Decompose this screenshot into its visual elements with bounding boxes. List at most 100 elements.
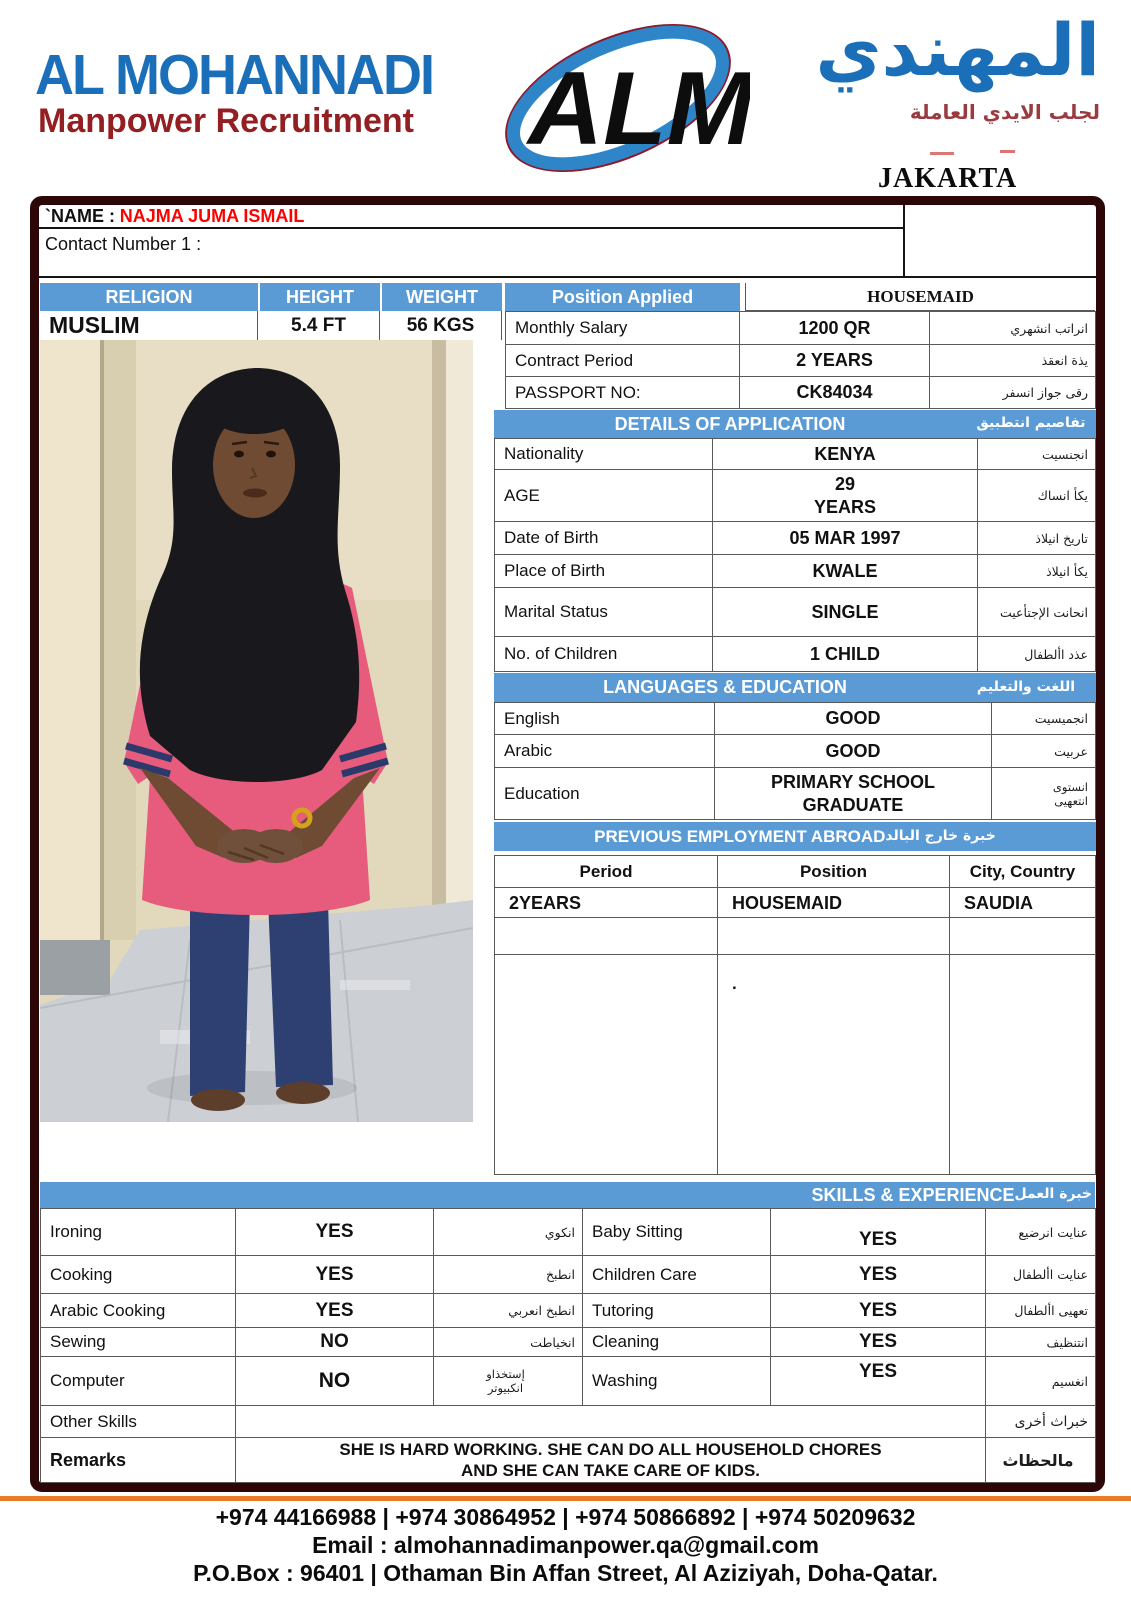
employment-row-empty bbox=[494, 917, 718, 955]
footer-address: P.O.Box : 96401 | Othaman Bin Affan Stre… bbox=[193, 1560, 938, 1586]
employment-row-empty bbox=[949, 917, 1096, 955]
skill-value: YES bbox=[770, 1327, 986, 1357]
skill-value: YES bbox=[770, 1293, 986, 1328]
previous-section-title-arabic: خبرة خارج البالد bbox=[885, 827, 996, 844]
position-applied-value: HOUSEMAID bbox=[745, 283, 1095, 311]
children-label-arabic: عذد األطفال bbox=[977, 636, 1096, 672]
nationality-label: Nationality bbox=[494, 438, 713, 470]
agency-tagline: Manpower Recruitment bbox=[38, 102, 414, 140]
skill-label-arabic: انطبخ انعربي bbox=[433, 1293, 583, 1328]
dob-value: 05 MAR 1997 bbox=[712, 521, 978, 555]
skill-value: NO bbox=[235, 1327, 434, 1357]
previous-section-title: PREVIOUS EMPLOYMENT ABROAD bbox=[594, 826, 886, 846]
skill-label: Cleaning bbox=[582, 1327, 771, 1357]
position-column-header: Position bbox=[717, 855, 950, 888]
skill-value: NO bbox=[235, 1356, 434, 1406]
marital-value: SINGLE bbox=[712, 587, 978, 637]
skill-label-arabic: انكوي bbox=[433, 1208, 583, 1256]
skills-section-title-arabic: خبرة العمل bbox=[1014, 1186, 1093, 1203]
salary-label-arabic: انراتب انشهري bbox=[929, 311, 1096, 345]
nationality-value: KENYA bbox=[712, 438, 978, 470]
passport-label: PASSPORT NO: bbox=[505, 376, 740, 409]
skill-label-arabic: تعهيى األطفال bbox=[985, 1293, 1096, 1328]
education-label: Education bbox=[494, 767, 715, 820]
skill-label-arabic: عنايت األطفال bbox=[985, 1255, 1096, 1294]
dob-label-arabic: تاريخ انيلاذ bbox=[977, 521, 1096, 555]
city-column-header: City, Country bbox=[949, 855, 1096, 888]
agency-name: AL MOHANNADI bbox=[35, 43, 435, 107]
nationality-label-arabic: انجنسيت bbox=[977, 438, 1096, 470]
languages-section-title-arabic: اللغت والتعليم bbox=[976, 678, 1076, 695]
skill-label: Children Care bbox=[582, 1255, 771, 1294]
height-value: 5.4 FT bbox=[258, 311, 380, 340]
footer-divider bbox=[0, 1496, 1131, 1501]
skill-label: Ironing bbox=[40, 1208, 236, 1256]
education-label-arabic: انستوى انتعهيى bbox=[991, 767, 1096, 820]
employment-row-empty bbox=[717, 917, 950, 955]
age-label: AGE bbox=[494, 469, 713, 522]
contract-label: Contract Period bbox=[505, 344, 740, 377]
period-column-header: Period bbox=[494, 855, 718, 888]
employment-row-empty bbox=[494, 954, 718, 1175]
remarks-label-arabic: مالحظاث bbox=[985, 1437, 1096, 1483]
skill-label-arabic: انتنظيف bbox=[985, 1327, 1096, 1357]
languages-section-title: LANGUAGES & EDUCATION bbox=[603, 677, 847, 698]
contact-label: Contact Number 1 : bbox=[45, 234, 202, 254]
arabic-label: Arabic bbox=[494, 734, 715, 768]
passport-value: CK84034 bbox=[739, 376, 930, 409]
weight-value: 56 KGS bbox=[380, 311, 502, 340]
alm-logo: ALM bbox=[505, 24, 750, 172]
remarks-text: SHE IS HARD WORKING. SHE CAN DO ALL HOUS… bbox=[235, 1437, 986, 1483]
pob-label: Place of Birth bbox=[494, 554, 713, 588]
decorative-dash bbox=[1000, 150, 1015, 153]
skill-value: YES bbox=[235, 1208, 434, 1256]
marital-label-arabic: انحانت الإجتأعيت bbox=[977, 587, 1096, 637]
pob-value: KWALE bbox=[712, 554, 978, 588]
name-row: `NAME : NAJMA JUMA ISMAIL bbox=[39, 205, 903, 229]
religion-value: MUSLIM bbox=[40, 311, 258, 340]
agency-tagline-arabic: لجلب الايدي العاملة bbox=[909, 100, 1100, 124]
skill-label-arabic: انغسيم bbox=[985, 1356, 1096, 1406]
english-label-arabic: انجميسيت bbox=[991, 702, 1096, 735]
skill-label: Cooking bbox=[40, 1255, 236, 1294]
contact-row: Contact Number 1 : bbox=[39, 229, 903, 278]
dob-label: Date of Birth bbox=[494, 521, 713, 555]
children-value: 1 CHILD bbox=[712, 636, 978, 672]
skill-label: Tutoring bbox=[582, 1293, 771, 1328]
salary-label: Monthly Salary bbox=[505, 311, 740, 345]
height-header: HEIGHT bbox=[260, 283, 380, 311]
pob-label-arabic: يكأ انيلاذ bbox=[977, 554, 1096, 588]
previous-section-bar: PREVIOUS EMPLOYMENT ABROAD خبرة خارج الب… bbox=[494, 822, 1096, 851]
skill-label-arabic: إستخذاو انكبيوتر bbox=[433, 1356, 583, 1406]
contract-label-arabic: يذة انعقذ bbox=[929, 344, 1096, 377]
skill-label-arabic: عنايت انرضيع bbox=[985, 1208, 1096, 1256]
footer-phones: +974 44166988 | +974 30864952 | +974 508… bbox=[215, 1504, 916, 1530]
skill-value: YES bbox=[235, 1255, 434, 1294]
arabic-label-arabic: عربيت bbox=[991, 734, 1096, 768]
name-label: `NAME : bbox=[45, 206, 115, 226]
passport-label-arabic: رقى جواز انسفر bbox=[929, 376, 1096, 409]
details-section-title-arabic: تفاصيم انتطبيق bbox=[976, 415, 1086, 432]
other-skills-label: Other Skills bbox=[40, 1405, 236, 1438]
other-skills-value bbox=[235, 1405, 986, 1438]
marital-label: Marital Status bbox=[494, 587, 713, 637]
other-skills-label-arabic: خبراث أخرى bbox=[985, 1405, 1096, 1438]
skill-label: Computer bbox=[40, 1356, 236, 1406]
skill-label: Baby Sitting bbox=[582, 1208, 771, 1256]
employment-row-empty bbox=[949, 954, 1096, 1175]
weight-header: WEIGHT bbox=[382, 283, 502, 311]
skills-section-bar: SKILLS & EXPERIENCE خبرة العمل bbox=[40, 1182, 1095, 1208]
skill-value: YES bbox=[770, 1208, 986, 1256]
employment-period: 2YEARS bbox=[494, 887, 718, 918]
english-label: English bbox=[494, 702, 715, 735]
details-section-bar: DETAILS OF APPLICATION تفاصيم انتطبيق bbox=[494, 410, 1096, 438]
languages-section-bar: LANGUAGES & EDUCATION اللغت والتعليم bbox=[494, 673, 1096, 702]
employment-city: SAUDIA bbox=[949, 887, 1096, 918]
arabic-value: GOOD bbox=[714, 734, 992, 768]
alm-monogram-text: ALM bbox=[525, 51, 750, 167]
remarks-label: Remarks bbox=[40, 1437, 236, 1483]
employment-row-empty: . bbox=[717, 954, 950, 1175]
religion-header: RELIGION bbox=[40, 283, 258, 311]
name-value: NAJMA JUMA ISMAIL bbox=[119, 206, 305, 226]
